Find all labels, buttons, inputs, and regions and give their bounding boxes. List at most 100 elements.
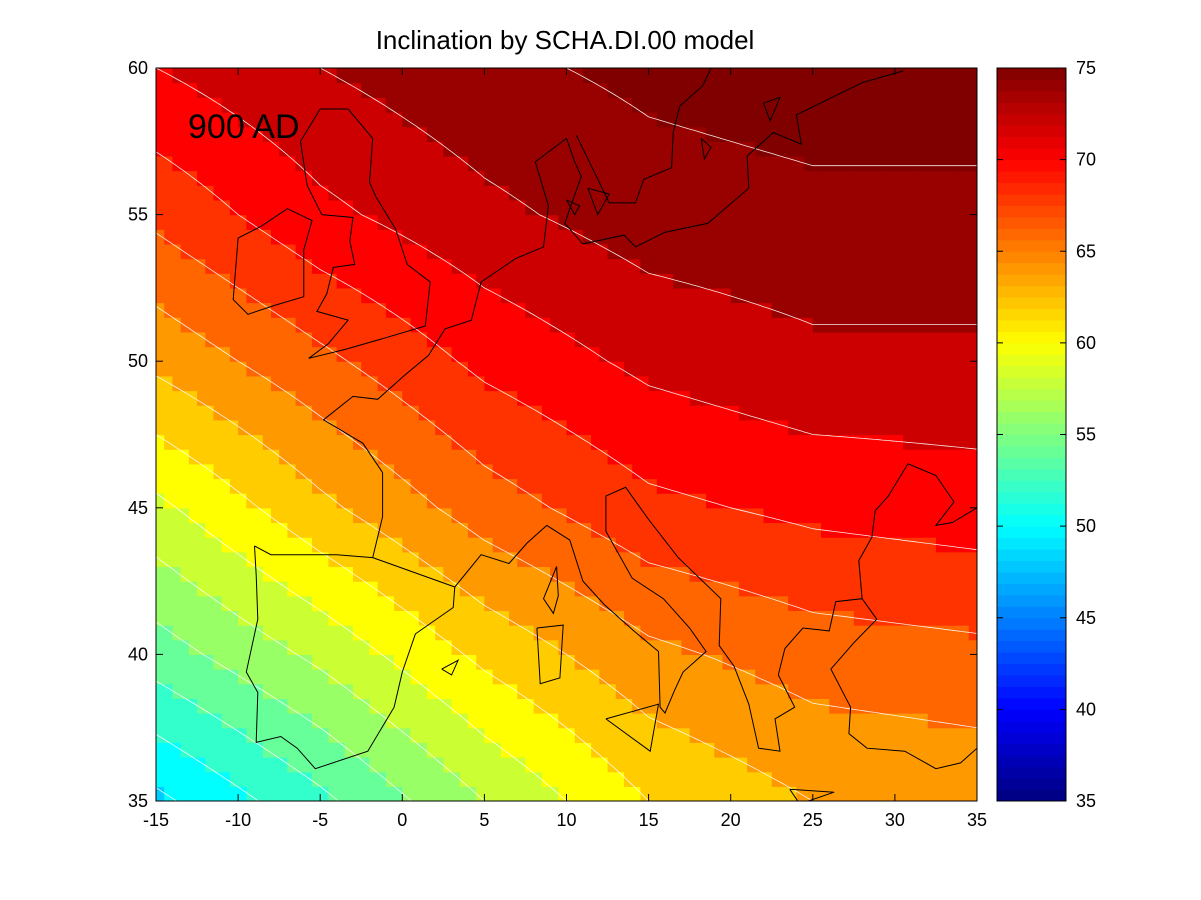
contour-cell [574,287,584,304]
contour-cell [221,610,231,626]
contour-cell [328,727,338,743]
contour-cell [156,405,165,421]
contour-cell [763,273,773,289]
contour-cell [550,317,559,333]
contour-cell [188,551,198,568]
contour-cell [303,537,313,553]
contour-cell [952,141,962,157]
contour-cell [623,82,633,98]
contour-cell [853,126,863,142]
contour-cell [796,302,806,318]
contour-cell [968,375,977,392]
contour-cell [755,595,765,612]
contour-cell [952,361,962,377]
contour-cell [213,566,223,582]
contour-cell [205,449,215,465]
contour-cell [262,625,272,641]
contour-cell [903,566,912,582]
contour-cell [615,683,625,699]
contour-cell [853,287,863,304]
contour-cell [336,155,346,172]
contour-cell [402,361,412,377]
contour-cell [714,551,724,568]
contour-cell [788,683,797,699]
contour-cell [681,522,691,538]
contour-cell [878,595,888,612]
contour-cell [804,713,814,729]
contour-cell [213,258,223,274]
contour-cell [295,199,305,216]
contour-cell [812,771,822,787]
contour-cell [451,390,461,406]
contour-cell [566,317,576,333]
contour-cell [344,757,354,773]
contour-cell [238,317,247,333]
contour-cell [944,82,953,98]
contour-cell [558,302,568,318]
contour-cell [558,757,568,773]
contour-cell [197,199,206,216]
contour-cell [525,537,535,553]
contour-cell [435,361,444,377]
contour-cell [779,141,789,157]
contour-cell [796,757,806,773]
contour-cell [287,302,297,318]
contour-cell [656,742,666,758]
contour-cell [574,229,584,245]
contour-cell [944,170,953,186]
contour-cell [656,302,666,318]
contour-cell [755,375,765,392]
contour-cell [262,126,272,142]
contour-cell [254,434,264,450]
contour-cell [238,757,247,773]
contour-cell [443,507,453,524]
contour-cell [763,390,773,406]
contour-cell [484,68,494,84]
contour-cell [944,214,953,230]
contour-cell [829,346,839,362]
contour-cell [821,390,830,406]
contour-cell [509,581,518,597]
contour-cell [287,141,297,157]
contour-cell [665,581,674,597]
contour-cell [722,683,732,699]
contour-cell [821,639,830,655]
contour-cell [673,449,683,465]
contour-cell [648,390,658,406]
contour-cell [689,361,699,377]
contour-cell [303,463,313,480]
contour-cell [656,68,666,84]
contour-cell [845,434,855,450]
contour-cell [451,273,461,289]
contour-cell [582,639,592,655]
contour-cell [706,449,715,465]
contour-cell [426,757,436,773]
contour-cell [952,111,962,128]
contour-cell [804,478,814,494]
contour-cell [730,742,740,758]
contour-cell [837,82,847,98]
contour-cell [730,126,740,142]
contour-cell [919,126,929,142]
contour-cell [853,727,863,743]
contour-cell [911,68,921,84]
contour-cell [968,302,977,318]
contour-cell [435,258,444,274]
contour-cell [385,273,395,289]
contour-cell [361,669,371,685]
contour-cell [197,463,206,480]
contour-cell [738,478,748,494]
contour-cell [935,126,945,142]
contour-cell [919,331,929,348]
contour-cell [952,82,962,98]
contour-cell [697,82,707,98]
contour-cell [205,287,215,304]
contour-cell [960,478,970,494]
contour-cell [796,68,806,84]
contour-cell [796,449,806,465]
contour-cell [755,566,765,582]
contour-cell [229,155,239,172]
contour-cell [509,478,518,494]
contour-cell [410,141,420,157]
contour-cell [640,683,650,699]
